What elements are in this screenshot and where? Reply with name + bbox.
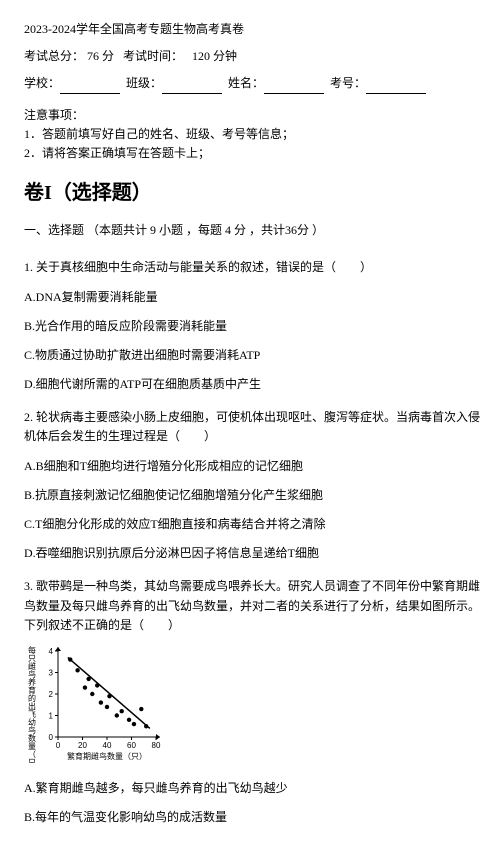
svg-text:0: 0 bbox=[56, 741, 61, 750]
exam-title: 2023-2024学年全国高考专题生物高考真卷 bbox=[24, 20, 480, 39]
name-blank bbox=[264, 80, 324, 94]
svg-text:3: 3 bbox=[49, 668, 54, 677]
q3-option-a: A.繁育期雌鸟越多，每只雌鸟养育的出飞幼鸟越少 bbox=[24, 779, 480, 798]
svg-text:60: 60 bbox=[127, 741, 136, 750]
score-label: 考试总分： bbox=[24, 49, 84, 63]
q3-option-b: B.每年的气温变化影响幼鸟的成活数量 bbox=[24, 808, 480, 827]
notice-title: 注意事项： bbox=[24, 106, 480, 125]
q3-chart: 02040608001234繁育期雌鸟数量（只）每只雌鸟养育的出飞幼鸟数量（只） bbox=[24, 643, 480, 769]
section-1-title: 卷I（选择题） bbox=[24, 177, 480, 209]
exam-no-label: 考号： bbox=[330, 76, 366, 90]
q2-option-d: D.吞噬细胞识别抗原后分泌淋巴因子将信息呈递给T细胞 bbox=[24, 544, 480, 563]
time-value: 120 分钟 bbox=[192, 49, 237, 63]
q1-option-b: B.光合作用的暗反应阶段需要消耗能量 bbox=[24, 317, 480, 336]
q1-stem: 1. 关于真核细胞中生命活动与能量关系的叙述，错误的是（ ） bbox=[24, 258, 480, 277]
svg-text:80: 80 bbox=[152, 741, 161, 750]
score-value: 76 分 bbox=[87, 49, 114, 63]
svg-text:40: 40 bbox=[103, 741, 112, 750]
q1-option-c: C.物质通过协助扩散进出细胞时需要消耗ATP bbox=[24, 346, 480, 365]
q3-stem: 3. 歌带鹀是一种鸟类，其幼鸟需要成鸟喂养长大。研究人员调查了不同年份中繁育期雌… bbox=[24, 577, 480, 635]
class-blank bbox=[162, 80, 222, 94]
student-info-line: 学校： 班级： 姓名： 考号： bbox=[24, 74, 480, 93]
q1-option-d: D.细胞代谢所需的ATP可在细胞质基质中产生 bbox=[24, 375, 480, 394]
score-time-line: 考试总分： 76 分 考试时间： 120 分钟 bbox=[24, 47, 480, 66]
q1-option-a: A.DNA复制需要消耗能量 bbox=[24, 288, 480, 307]
svg-text:只: 只 bbox=[28, 758, 36, 763]
svg-text:20: 20 bbox=[78, 741, 87, 750]
class-label: 班级： bbox=[126, 76, 162, 90]
svg-text:2: 2 bbox=[49, 690, 54, 699]
time-label: 考试时间： bbox=[123, 49, 183, 63]
exam-no-blank bbox=[366, 80, 426, 94]
svg-text:4: 4 bbox=[49, 647, 54, 656]
notice-item-1: 1．答题前填写好自己的姓名、班级、考号等信息； bbox=[24, 125, 480, 144]
scatter-chart-svg: 02040608001234繁育期雌鸟数量（只）每只雌鸟养育的出飞幼鸟数量（只） bbox=[24, 643, 164, 763]
q2-option-c: C.T细胞分化形成的效应T细胞直接和病毒结合并将之清除 bbox=[24, 515, 480, 534]
svg-text:繁育期雌鸟数量（只）: 繁育期雌鸟数量（只） bbox=[67, 751, 147, 761]
school-blank bbox=[60, 80, 120, 94]
name-label: 姓名： bbox=[228, 76, 264, 90]
notice-item-2: 2．请将答案正确填写在答题卡上； bbox=[24, 144, 480, 163]
section-1-subtitle: 一、选择题 （本题共计 9 小题 ，每题 4 分 ，共计36分 ） bbox=[24, 221, 480, 240]
q2-option-b: B.抗原直接刺激记忆细胞使记忆细胞增殖分化产生浆细胞 bbox=[24, 486, 480, 505]
q2-option-a: A.B细胞和T细胞均进行增殖分化形成相应的记忆细胞 bbox=[24, 457, 480, 476]
q2-stem: 2. 轮状病毒主要感染小肠上皮细胞，可使机体出现呕吐、腹泻等症状。当病毒首次入侵… bbox=[24, 408, 480, 446]
svg-text:0: 0 bbox=[49, 733, 54, 742]
school-label: 学校： bbox=[24, 76, 60, 90]
